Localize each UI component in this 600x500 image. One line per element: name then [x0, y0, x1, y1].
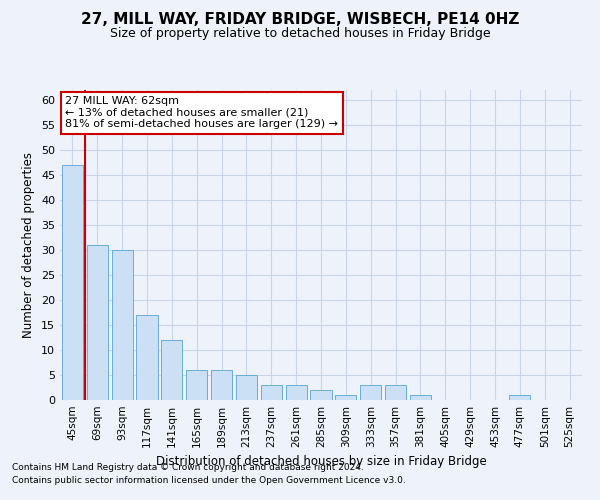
Text: Size of property relative to detached houses in Friday Bridge: Size of property relative to detached ho… [110, 28, 490, 40]
Y-axis label: Number of detached properties: Number of detached properties [22, 152, 35, 338]
Bar [236, 375, 257, 400]
Bar [87, 245, 108, 400]
Text: Contains HM Land Registry data © Crown copyright and database right 2024.: Contains HM Land Registry data © Crown c… [12, 464, 364, 472]
Bar [286, 385, 307, 400]
Bar [509, 395, 530, 400]
Bar [211, 370, 232, 400]
Bar [161, 340, 182, 400]
Bar [136, 315, 158, 400]
X-axis label: Distribution of detached houses by size in Friday Bridge: Distribution of detached houses by size … [155, 456, 487, 468]
Bar [112, 250, 133, 400]
Bar [385, 385, 406, 400]
Bar [310, 390, 332, 400]
Bar [261, 385, 282, 400]
Bar [360, 385, 381, 400]
Bar [335, 395, 356, 400]
Text: 27, MILL WAY, FRIDAY BRIDGE, WISBECH, PE14 0HZ: 27, MILL WAY, FRIDAY BRIDGE, WISBECH, PE… [81, 12, 519, 28]
Text: 27 MILL WAY: 62sqm
← 13% of detached houses are smaller (21)
81% of semi-detache: 27 MILL WAY: 62sqm ← 13% of detached hou… [65, 96, 338, 130]
Bar [62, 165, 83, 400]
Bar [186, 370, 207, 400]
Bar [410, 395, 431, 400]
Text: Contains public sector information licensed under the Open Government Licence v3: Contains public sector information licen… [12, 476, 406, 485]
